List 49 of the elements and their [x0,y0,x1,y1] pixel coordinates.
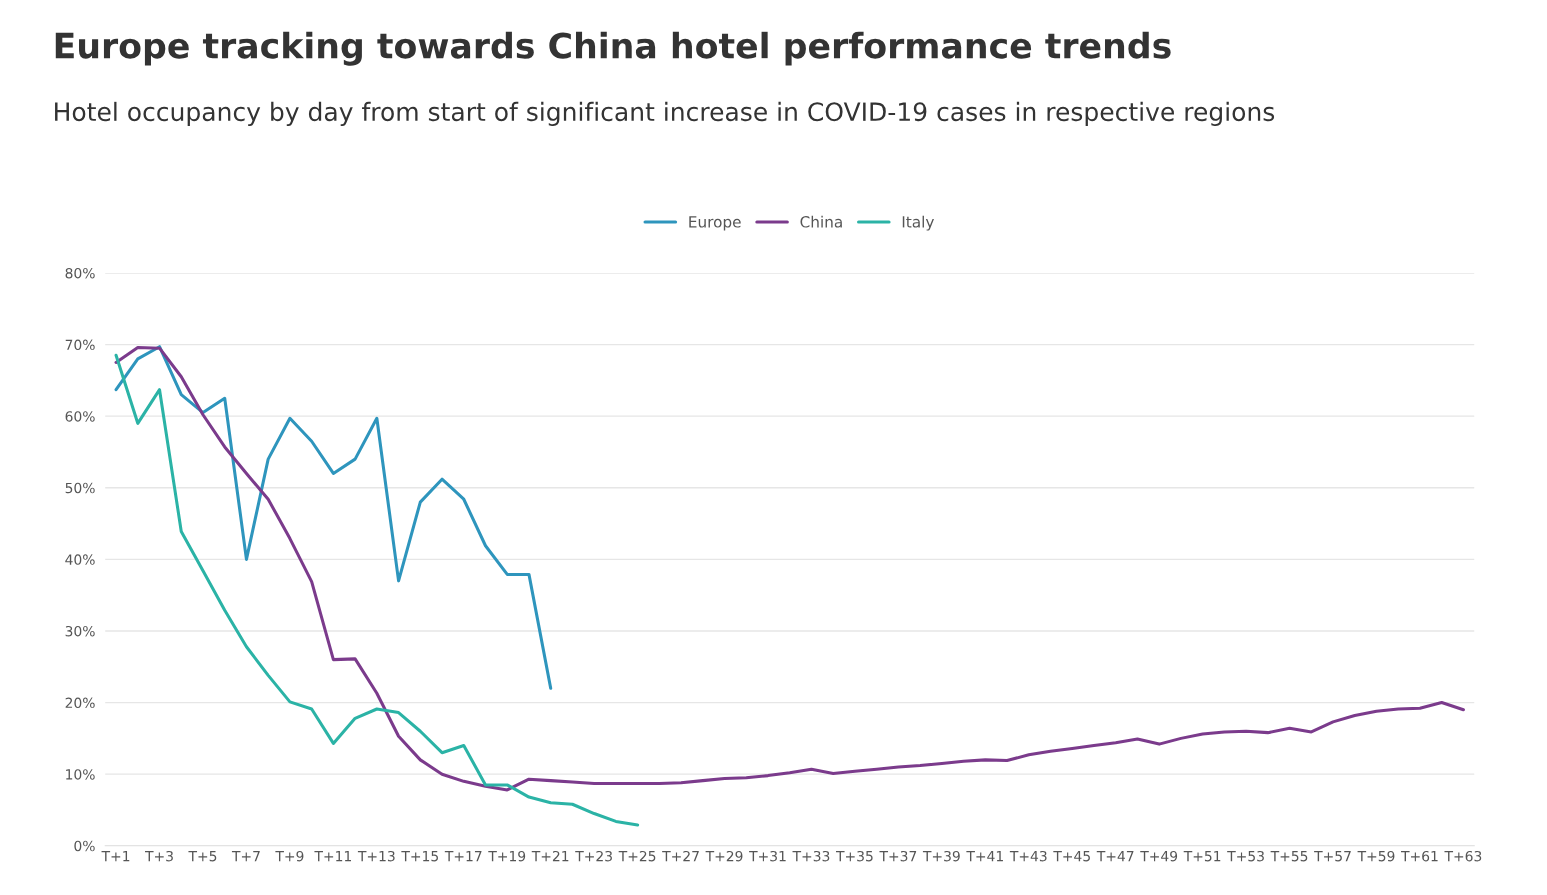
x-tick-label: T+15 [401,851,438,862]
x-tick-label: T+9 [275,850,304,862]
y-tick-label: 10% [66,769,95,780]
x-tick-label: T+11 [314,851,351,862]
x-tick-label: T+45 [1053,851,1090,862]
line-series [114,345,1465,792]
chart-title: Europe tracking towards China hotel performance trends [55,31,1171,66]
legend-label: Italy [902,215,934,231]
x-tick-label: T+33 [792,850,830,862]
x-tick-label: T+19 [488,850,526,862]
y-tick-label: 0% [74,840,95,852]
x-tick-label: T+57 [1314,851,1351,862]
y-tick-label: 70% [65,339,95,351]
x-tick-label: T+29 [705,850,743,862]
x-tick-label: T+61 [1401,850,1438,862]
x-tick-label: T+27 [662,850,699,862]
y-tick-label: 80% [65,267,95,279]
x-tick-label: T+23 [575,850,612,862]
x-tick-label: T+47 [1096,851,1134,862]
legend-label: China [800,215,842,228]
x-tick-label: T+63 [1444,850,1482,862]
x-tick-label: T+51 [1183,851,1221,862]
chart-subtitle: Hotel occupancy by day from start of significant increase in COVID-19 cases in respective regions [55,101,1275,127]
y-tick-label: 30% [65,625,95,637]
y-tick-label: 60% [65,411,95,422]
x-tick-label: T+25 [618,850,656,862]
x-tick-label: T+37 [879,850,917,862]
x-tick-label: T+1 [101,851,130,862]
x-tick-label: T+5 [188,851,217,862]
x-tick-label: T+55 [1270,851,1308,862]
x-tick-label: T+35 [836,850,873,862]
x-tick-label: T+21 [531,850,569,862]
x-tick-label: T+49 [1140,850,1178,862]
x-tick-label: T+41 [966,851,1003,862]
x-tick-label: T+3 [145,850,173,862]
x-tick-label: T+39 [922,850,960,862]
y-tick-label: 40% [65,554,95,565]
x-tick-label: T+13 [357,850,395,862]
x-tick-label: T+59 [1357,850,1395,862]
line-series [114,353,640,827]
legend-label: Europe [689,216,741,231]
x-tick-label: T+53 [1227,850,1264,862]
x-tick-label: T+43 [1009,850,1047,862]
line-series [114,345,553,690]
x-tick-label: T+31 [749,850,786,862]
x-tick-label: T+7 [231,851,260,862]
y-tick-label: 50% [65,482,95,494]
y-tick-label: 20% [65,697,95,709]
x-tick-label: T+17 [444,851,482,862]
